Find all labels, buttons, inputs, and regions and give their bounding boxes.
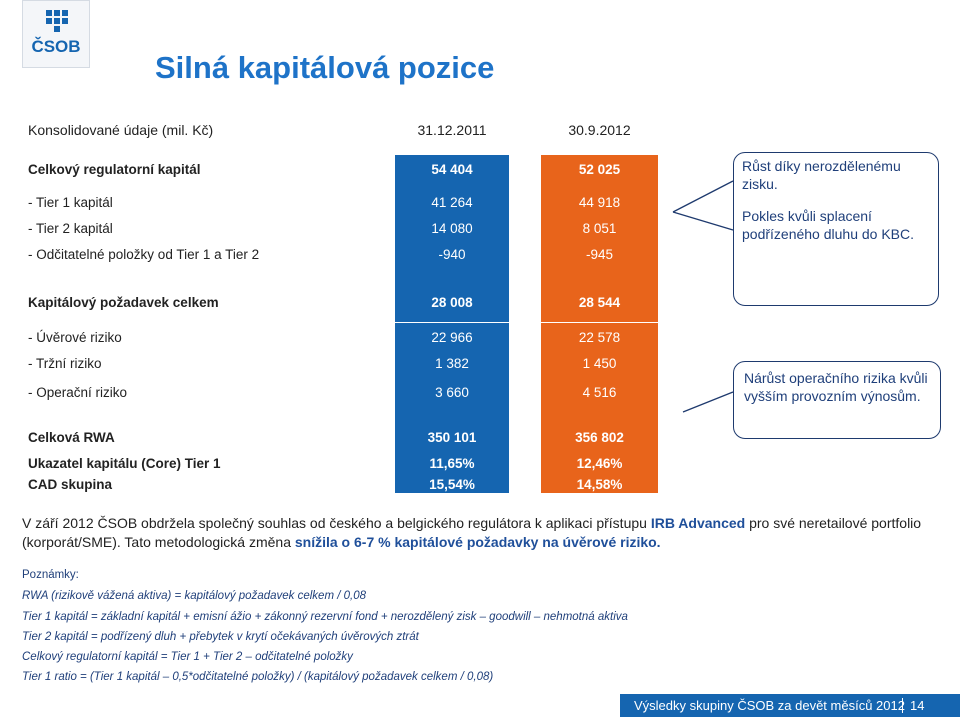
row-value-2011: 11,65%: [429, 456, 475, 471]
row-value-2011: 54 404: [431, 162, 473, 177]
page-title: Silná kapitálová pozice: [155, 50, 495, 85]
column-2012-block-2: [541, 323, 658, 493]
row-value-2011: -940: [438, 247, 466, 262]
paragraph-text-2: pro své neretailové portfolio (korporát/…: [22, 515, 922, 550]
row-value-2012: 44 918: [578, 195, 621, 210]
row-value-2012: 52 025: [578, 162, 621, 177]
row-label: - Tržní riziko: [28, 356, 102, 371]
row-value-2011: 22 966: [431, 330, 473, 345]
row-label: Celkový regulatorní kapitál: [28, 162, 201, 177]
page-number: 14: [910, 698, 925, 713]
row-value-2011: 28 008: [431, 295, 473, 310]
footer-divider: [902, 698, 903, 713]
callout-text-operational: Nárůst operačního rizika kvůli vyšším pr…: [744, 370, 928, 404]
row-label: Ukazatel kapitálu (Core) Tier 1: [28, 456, 221, 471]
row-value-2012: 4 516: [582, 385, 617, 400]
row-value-2011: 15,54%: [429, 477, 475, 492]
note-item: Tier 2 kapitál = podřízený dluh + přebyt…: [22, 631, 419, 643]
row-value-2012: 22 578: [578, 330, 621, 345]
logo-text: ČSOB: [31, 37, 81, 56]
header-col-2011: 31.12.2011: [417, 122, 487, 138]
row-value-2012: 8 051: [582, 221, 617, 236]
column-2011-block-1: [395, 155, 509, 322]
row-value-2012: 356 802: [575, 430, 624, 445]
header-col-2012: 30.9.2012: [568, 122, 631, 138]
row-value-2012: -945: [585, 247, 614, 262]
notes-heading: Poznámky:: [22, 569, 79, 581]
row-label: - Tier 2 kapitál: [28, 221, 113, 236]
row-label: Kapitálový požadavek celkem: [28, 295, 219, 310]
row-label: - Tier 1 kapitál: [28, 195, 113, 210]
row-label: Celková RWA: [28, 430, 115, 445]
row-value-2012: 12,46%: [576, 456, 623, 471]
csob-logo: ČSOB: [22, 0, 90, 68]
column-2011-block-2: [395, 323, 509, 493]
callout-text-decline: Pokles kvůli splacení podřízeného dluhu …: [742, 208, 915, 242]
row-value-2012: 14,58%: [576, 477, 623, 492]
paragraph-text-1: V září 2012 ČSOB obdržela společný souhl…: [22, 515, 651, 531]
row-value-2011: 41 264: [431, 195, 473, 210]
column-2012-block-1: [541, 155, 658, 322]
row-label: CAD skupina: [28, 477, 113, 492]
summary-paragraph: V září 2012 ČSOB obdržela společný souhl…: [22, 514, 937, 552]
note-item: Tier 1 kapitál = základní kapitál + emis…: [22, 611, 628, 623]
callout-operational-risk: Nárůst operačního rizika kvůli vyšším pr…: [733, 361, 941, 439]
row-value-2011: 350 101: [427, 430, 477, 445]
row-label: - Operační riziko: [28, 385, 128, 400]
row-value-2011: 1 382: [435, 356, 469, 371]
row-value-2011: 3 660: [435, 385, 469, 400]
note-item: Celkový regulatorní kapitál = Tier 1 + T…: [22, 651, 353, 663]
paragraph-bold-2: snížila o 6-7 % kapitálové požadavky na …: [294, 534, 661, 550]
row-label: - Odčitatelné položky od Tier 1 a Tier 2: [28, 247, 260, 262]
row-value-2011: 14 080: [431, 221, 473, 236]
callout-text-growth: Růst díky nerozdělenému zisku.: [742, 158, 901, 192]
footer-bar: Výsledky skupiny ČSOB za devět měsíců 20…: [620, 694, 960, 717]
row-value-2012: 1 450: [582, 356, 617, 371]
paragraph-bold-1: IRB Advanced: [650, 515, 746, 531]
note-item: Tier 1 ratio = (Tier 1 kapitál – 0,5*odč…: [22, 671, 494, 683]
csob-logo-icon: [46, 10, 68, 32]
footer-text: Výsledky skupiny ČSOB za devět měsíců 20…: [634, 698, 905, 713]
row-label: - Úvěrové riziko: [28, 330, 122, 345]
header-label: Konsolidované údaje (mil. Kč): [28, 122, 214, 138]
note-item: RWA (rizikově vážená aktiva) = kapitálov…: [22, 590, 366, 602]
row-value-2012: 28 544: [578, 295, 621, 310]
callout-capital-change: Růst díky nerozdělenému zisku. Pokles kv…: [733, 152, 939, 306]
